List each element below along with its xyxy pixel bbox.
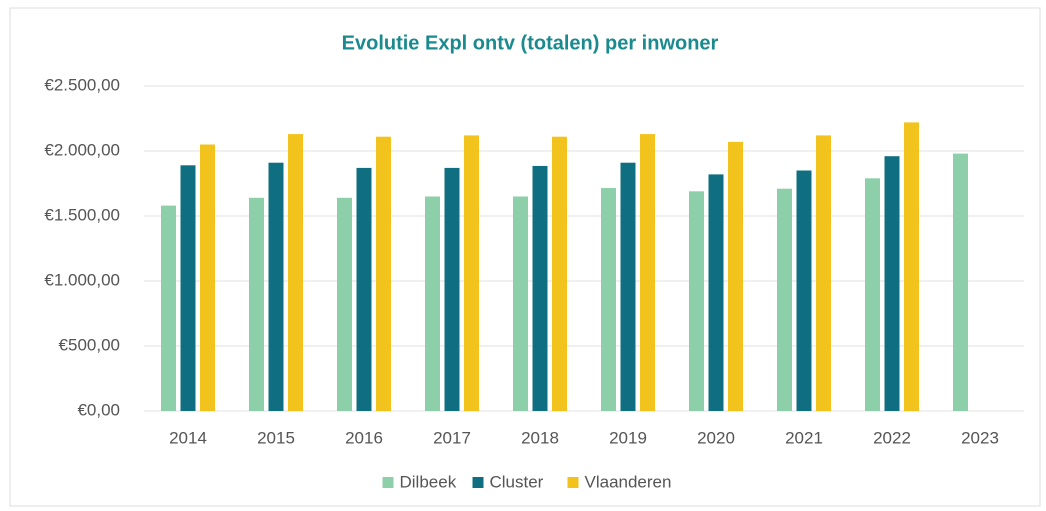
bar xyxy=(268,162,284,411)
bar xyxy=(601,188,616,411)
bar xyxy=(884,156,900,411)
x-tick-label: 2018 xyxy=(521,428,559,447)
bar xyxy=(376,136,391,411)
bar xyxy=(777,188,792,411)
bar xyxy=(904,122,919,412)
bar xyxy=(200,144,215,411)
bar xyxy=(337,197,352,411)
bar xyxy=(728,141,743,411)
x-tick-label: 2015 xyxy=(257,428,295,447)
bar xyxy=(620,162,636,411)
bar xyxy=(796,170,812,411)
bar xyxy=(180,165,196,411)
legend-label: Vlaanderen xyxy=(585,472,672,491)
bar xyxy=(513,196,528,411)
y-tick-label: €500,00 xyxy=(59,335,120,354)
bar xyxy=(953,153,968,411)
bar xyxy=(532,165,548,411)
chart-title: Evolutie Expl ontv (totalen) per inwoner xyxy=(342,32,719,54)
bar xyxy=(249,197,264,411)
x-tick-label: 2016 xyxy=(345,428,383,447)
bar xyxy=(356,167,372,411)
bar xyxy=(464,135,479,411)
x-tick-label: 2017 xyxy=(433,428,471,447)
x-tick-label: 2019 xyxy=(609,428,647,447)
bar xyxy=(161,205,176,411)
legend-swatch xyxy=(382,477,394,488)
legend-label: Cluster xyxy=(490,472,544,491)
y-tick-label: €2.000,00 xyxy=(44,140,120,159)
y-tick-label: €2.500,00 xyxy=(44,75,120,94)
y-tick-label: €1.000,00 xyxy=(44,270,120,289)
bar xyxy=(425,196,440,411)
legend-swatch xyxy=(567,477,579,488)
bar xyxy=(708,174,724,411)
x-tick-label: 2021 xyxy=(785,428,823,447)
bar xyxy=(689,191,704,411)
legend-swatch xyxy=(472,477,484,488)
bar xyxy=(288,134,303,411)
y-tick-label: €1.500,00 xyxy=(44,205,120,224)
legend-label: Dilbeek xyxy=(400,472,457,491)
bar xyxy=(640,134,655,411)
bar xyxy=(816,135,831,411)
bar xyxy=(444,167,460,411)
y-tick-label: €0,00 xyxy=(77,400,120,419)
x-tick-label: 2014 xyxy=(169,428,207,447)
x-tick-label: 2023 xyxy=(961,428,999,447)
bar xyxy=(552,136,567,411)
frame xyxy=(9,7,1041,507)
x-tick-label: 2020 xyxy=(697,428,735,447)
bar xyxy=(865,178,880,411)
x-tick-label: 2022 xyxy=(873,428,911,447)
